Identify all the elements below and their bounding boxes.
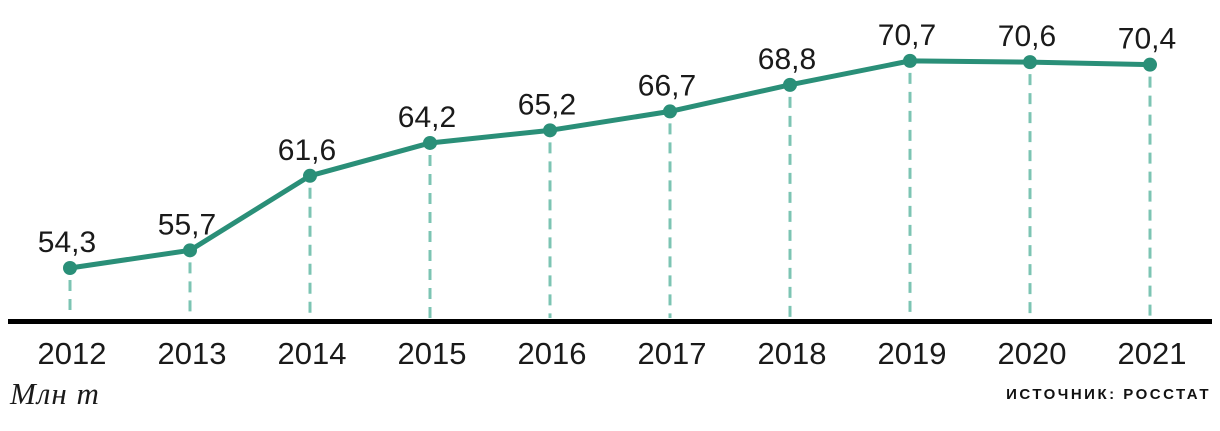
x-axis-tick-label: 2012 — [38, 336, 107, 371]
data-point-marker — [1023, 55, 1037, 70]
x-axis-line — [8, 319, 1212, 324]
value-label: 70,4 — [1118, 23, 1176, 56]
data-point-marker — [423, 135, 437, 150]
data-point-marker — [903, 53, 917, 68]
data-point-marker — [663, 104, 677, 119]
x-axis-tick-label: 2015 — [398, 336, 467, 371]
x-axis-tick-label: 2018 — [758, 336, 827, 371]
value-label: 70,6 — [998, 20, 1056, 53]
value-label: 64,2 — [398, 101, 456, 134]
x-axis-tick-label: 2021 — [1118, 336, 1187, 371]
value-label: 54,3 — [38, 226, 96, 259]
x-axis-tick-label: 2017 — [638, 336, 707, 371]
data-point-marker — [303, 168, 317, 183]
series-line — [67, 58, 1153, 271]
data-point-marker — [543, 123, 557, 138]
value-label: 68,8 — [758, 43, 816, 76]
data-point-marker — [783, 77, 797, 92]
x-axis-tick-label: 2020 — [998, 336, 1067, 371]
data-point-marker — [1143, 57, 1157, 72]
value-label: 55,7 — [158, 208, 216, 241]
value-label: 65,2 — [518, 88, 576, 121]
y-axis-unit-label: Млн т — [10, 376, 100, 411]
x-axis-tick-label: 2013 — [158, 336, 227, 371]
x-axis-tick-label: 2016 — [518, 336, 587, 371]
data-point-marker — [183, 243, 197, 258]
value-label: 70,7 — [878, 19, 936, 52]
source-label: ИСТОЧНИК: РОССТАТ — [1006, 386, 1211, 403]
value-label: 61,6 — [278, 134, 336, 167]
x-axis-tick-label: 2019 — [878, 336, 947, 371]
value-label: 66,7 — [638, 69, 696, 102]
data-point-marker — [63, 261, 77, 275]
x-axis-tick-label: 2014 — [278, 336, 347, 371]
